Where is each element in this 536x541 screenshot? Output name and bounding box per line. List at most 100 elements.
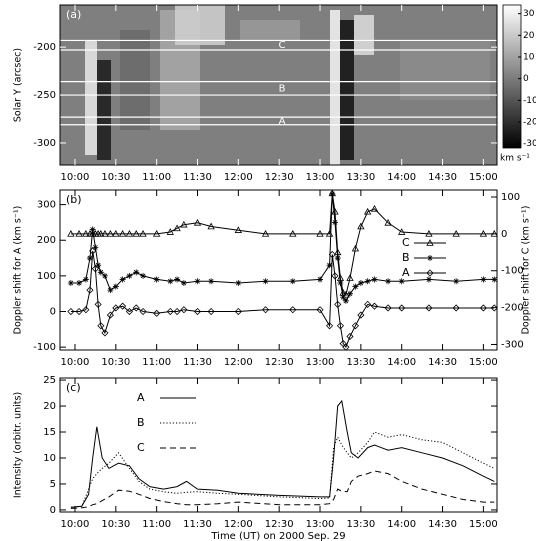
x-tick-label: 14:30: [428, 357, 457, 368]
colorbar: [502, 4, 522, 149]
marker: [106, 311, 114, 319]
marker: [101, 329, 109, 337]
image-patch: [85, 40, 97, 155]
marker: [207, 307, 215, 316]
marker: [133, 269, 140, 276]
x-tick-label: 12:30: [265, 357, 294, 368]
marker: [82, 230, 90, 237]
image-patch: [97, 60, 111, 160]
legend-label: C: [137, 441, 145, 454]
x-tick-label: 15:00: [469, 357, 498, 368]
marker: [166, 307, 174, 316]
marker: [337, 280, 344, 287]
marker: [351, 244, 360, 252]
legend-label: A: [402, 266, 410, 279]
marker: [132, 304, 140, 312]
x-tick-label: 15:00: [469, 519, 498, 530]
colorbar-unit: km s⁻¹: [500, 154, 530, 164]
x-tick-label: 13:00: [306, 172, 335, 183]
marker: [89, 247, 97, 255]
legend-label: A: [137, 391, 145, 404]
marker: [97, 269, 104, 276]
x-tick-label: 10:00: [61, 172, 90, 183]
plot-frame: [59, 377, 498, 513]
x-tick-label: 11:00: [142, 172, 171, 183]
y-tick-label: 100: [37, 271, 56, 282]
marker: [364, 300, 372, 308]
marker: [351, 322, 359, 330]
marker: [398, 228, 406, 235]
marker: [67, 280, 74, 287]
image-patch: [400, 40, 490, 100]
marker: [101, 230, 109, 237]
marker: [334, 255, 341, 262]
x-tick-label: 10:30: [101, 172, 130, 183]
marker: [194, 278, 201, 285]
x-tick-label: 13:00: [306, 519, 335, 530]
marker: [289, 230, 297, 237]
marker: [91, 265, 99, 273]
y-tick-label: 20: [43, 401, 56, 412]
marker: [86, 255, 93, 262]
marker: [385, 278, 392, 285]
marker: [82, 306, 90, 314]
marker: [67, 230, 75, 237]
marker: [331, 272, 339, 280]
marker: [346, 274, 354, 281]
marker: [107, 287, 114, 294]
marker: [112, 283, 119, 290]
marker: [153, 276, 160, 283]
slit-label: B: [279, 83, 286, 94]
y-tick-label: 0: [50, 505, 56, 516]
marker: [235, 280, 242, 287]
x-tick-label: 12:30: [265, 172, 294, 183]
image-patch: [330, 10, 340, 165]
marker: [125, 230, 134, 237]
x-axis-label: Time (UT) on 2000 Sep. 29: [210, 531, 345, 541]
x-tick-label: 13:30: [346, 519, 375, 530]
series-line: [70, 399, 495, 508]
marker: [166, 228, 174, 235]
x-tick-label: 10:30: [101, 357, 130, 368]
marker: [139, 230, 147, 237]
marker: [180, 306, 188, 314]
marker: [425, 230, 433, 237]
x-tick-label: 14:00: [387, 172, 416, 183]
legend-label: B: [402, 251, 410, 264]
marker: [97, 322, 105, 330]
marker: [453, 278, 460, 285]
y-tick-label: 0: [50, 307, 56, 318]
marker: [126, 272, 133, 279]
x-tick-label: 14:00: [387, 357, 416, 368]
y-axis-label: Doppler shift for A (km s⁻¹): [13, 206, 24, 335]
x-tick-label: 12:00: [224, 172, 253, 183]
marker: [106, 230, 115, 237]
y2-tick-label: -100: [501, 266, 524, 277]
marker: [370, 204, 379, 212]
y2-axis-label: Doppler shift for C (km s⁻¹): [521, 206, 532, 335]
marker: [92, 244, 99, 251]
y2-tick-label: -300: [501, 339, 524, 350]
marker: [329, 190, 336, 197]
colorbar-tick-label: -30: [523, 139, 536, 149]
marker: [357, 280, 364, 287]
y-tick-label: -100: [33, 342, 56, 353]
marker: [97, 230, 105, 237]
marker: [336, 322, 345, 330]
image-patch: [175, 5, 225, 45]
marker: [384, 304, 392, 312]
legend-label: C: [402, 236, 410, 249]
y-tick-label: 300: [37, 200, 56, 211]
legend-marker: [427, 255, 433, 261]
x-tick-label: 15:00: [469, 172, 498, 183]
x-tick-label: 11:30: [183, 172, 212, 183]
y-tick-label: 5: [50, 479, 56, 490]
marker: [101, 272, 108, 279]
x-tick-label: 13:00: [306, 357, 335, 368]
marker: [262, 278, 269, 285]
x-tick-label: 14:30: [428, 172, 457, 183]
y-tick-label: 25: [43, 375, 56, 386]
marker: [76, 280, 83, 287]
marker: [86, 286, 94, 294]
